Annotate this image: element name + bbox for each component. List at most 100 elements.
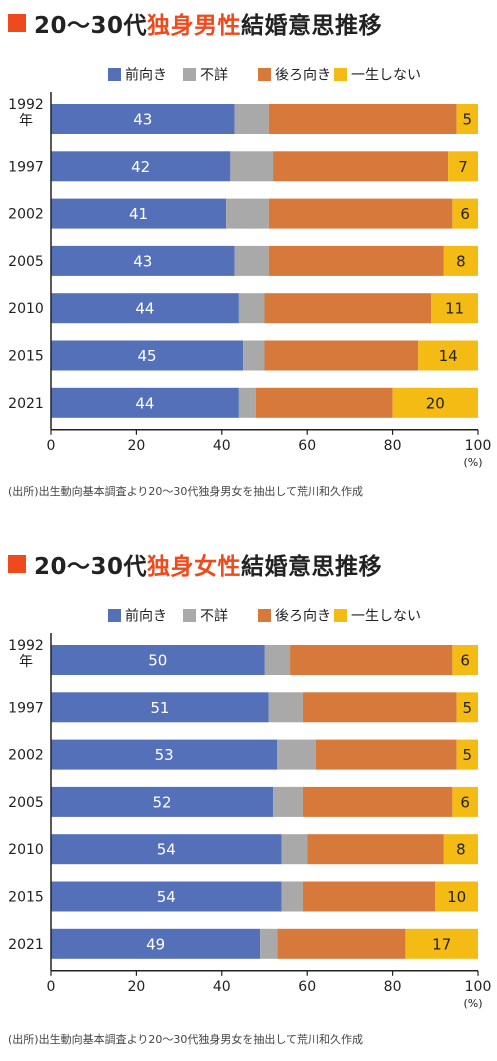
x-tick-label: 80 [384,979,402,995]
bar-segment-forward [51,692,269,723]
bar-segment-never [443,245,478,276]
bar-segment-never [452,786,478,817]
legend-swatch-backward [258,609,271,622]
bar-segment-unknown [234,245,269,276]
x-tick-label: 20 [127,979,145,995]
legend-label-never: 一生しない [351,609,421,625]
bar-segment-unknown [273,786,303,817]
x-tick-label: 80 [384,438,402,454]
data-label-never: 14 [439,347,458,365]
bar-segment-forward [51,198,227,229]
title-suffix: 結婚意思推移 [241,554,383,580]
data-label-never: 20 [426,394,445,412]
chart-male: 前向き 不詳 後ろ向き 一生しない 43 5 1992 年 42 7 1997 41 6 2002 43 8 2… [0,0,497,520]
category-label: 1997 [8,159,44,175]
data-label-forward: 45 [138,347,157,365]
category-label: 2021 [8,937,44,953]
bar-row: 54 8 [51,834,478,865]
bar-segment-never [456,104,478,134]
legend: 前向き 不詳 後ろ向き 一生しない [108,67,421,84]
legend-swatch-unknown [183,68,196,81]
legend: 前向き 不詳 後ろ向き 一生しない [108,608,421,625]
legend-swatch-backward [258,68,271,81]
chart-female: 前向き 不詳 後ろ向き 一生しない 50 6 1992 年 51 5 1997 53 5 2002 52 6 2… [0,541,497,1061]
bar-row: 54 10 [51,881,478,912]
category-label: 1992 年 [8,638,44,670]
bar-segment-unknown [243,340,265,371]
bar-segment-backward [268,104,457,134]
category-label: 1992 年 [8,97,44,129]
bar-segment-forward [51,340,244,371]
bar-row: 45 14 [51,340,478,371]
bar-row: 49 17 [51,928,478,959]
bar-row: 44 20 [51,387,478,418]
bar-segment-backward [307,834,444,865]
title-square-icon [8,555,26,573]
bar-segment-forward [51,645,265,675]
bar-segment-backward [302,786,453,817]
category-label: 2002 [8,748,44,764]
x-tick-label: 0 [47,438,56,454]
legend-label-forward: 前向き [125,67,167,84]
bar-row: 42 7 [51,151,478,182]
bar-segment-backward [302,692,457,723]
category-label: 2005 [8,254,44,270]
data-label-forward: 54 [157,841,176,859]
data-label-never: 10 [447,888,466,906]
bar-segment-unknown [277,739,316,770]
x-tick-label: 0 [47,979,56,995]
bar-segment-unknown [238,387,256,418]
data-label-forward: 49 [146,935,165,953]
title-accent: 独身女性 [147,554,242,580]
bar-segment-forward [51,928,261,959]
category-label: 2015 [8,349,44,365]
x-unit-label: (%) [463,456,482,469]
x-unit-label: (%) [463,997,482,1010]
x-tick-label: 20 [127,438,145,454]
category-label: 2010 [8,301,44,317]
x-tick-label: 100 [465,979,492,995]
title-prefix: 20〜30代 [34,554,148,580]
bar-segment-backward [255,387,393,418]
bar-row: 43 5 [51,104,478,134]
bar-segment-backward [264,340,419,371]
bar-row: 50 6 [51,645,478,675]
bar-segment-forward [51,739,278,770]
x-tick-label: 100 [465,438,492,454]
category-label: 2015 [8,890,44,906]
bar-segment-forward [51,834,282,865]
data-label-never: 8 [456,841,466,859]
bar-segment-forward [51,245,235,276]
category-label: 2021 [8,396,44,412]
data-label-forward: 51 [150,699,169,717]
data-label-forward: 44 [135,394,154,412]
bar-segment-forward [51,786,274,817]
bar-segment-forward [51,293,239,324]
category-label: 2002 [8,207,44,223]
bar-segment-never [418,340,478,371]
x-tick-label: 40 [213,979,231,995]
data-label-forward: 54 [157,888,176,906]
data-label-forward: 43 [133,111,152,129]
data-label-never: 5 [463,111,473,129]
legend-swatch-never [334,68,347,81]
bar-segment-never [431,293,478,324]
data-label-forward: 53 [155,746,174,764]
bar-segment-backward [302,881,436,912]
legend-label-unknown: 不詳 [200,609,228,625]
bar-segment-backward [268,198,453,229]
legend-label-backward: 後ろ向き [275,609,331,625]
bar-segment-never [452,198,478,229]
bar-segment-unknown [264,645,291,675]
data-label-forward: 52 [152,793,171,811]
bar-segment-backward [277,928,406,959]
bar-segment-backward [315,739,457,770]
bar-segment-unknown [230,151,274,182]
bar-row: 52 6 [51,786,478,817]
source-note: (出所)出生動向基本調査より20〜30代独身男女を抽出して荒川和久作成 [8,1033,364,1046]
bar-segment-never [392,387,478,418]
bar-segment-never [443,834,478,865]
bar-segment-unknown [260,928,278,959]
title-prefix: 20〜30代 [34,13,148,39]
data-label-never: 6 [460,793,470,811]
